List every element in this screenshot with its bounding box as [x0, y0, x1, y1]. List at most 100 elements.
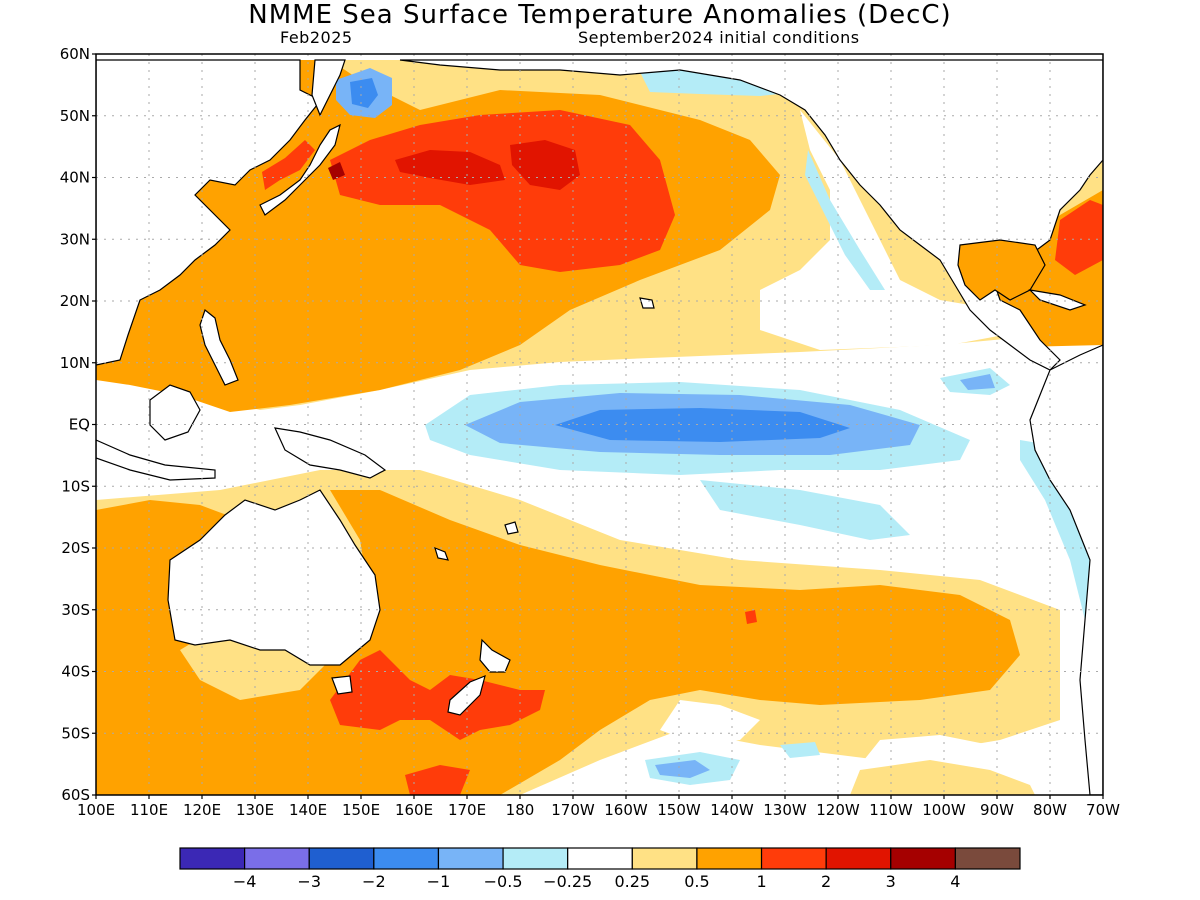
colorbar-swatch: [567, 847, 633, 870]
anomaly-region: [330, 110, 675, 272]
anomaly-region: [510, 140, 580, 190]
anomaly-region: [960, 374, 995, 390]
lat-tick-label: 30N: [60, 230, 90, 248]
colorbar-label: −3: [297, 872, 321, 891]
anomaly-region: [262, 140, 315, 190]
lon-tick-label: 100W: [922, 801, 966, 819]
lon-tick-label: 170W: [551, 801, 595, 819]
colorbar-labels: −4 −3 −2 −1 −0.5 −0.25 0.25 0.5 1 2 3 4: [233, 872, 961, 891]
lat-tick-label: 10N: [60, 354, 90, 372]
initial-conditions: September2024 initial conditions: [578, 28, 860, 47]
anomaly-region: [350, 78, 378, 108]
island-java: [96, 439, 216, 481]
colorbar-swatch: [502, 847, 569, 870]
anomaly-region: [96, 490, 1020, 795]
anomaly-region: [760, 110, 1030, 350]
lon-tick-label: 90W: [980, 801, 1014, 819]
anomaly-region: [330, 650, 545, 740]
colorbar-swatch: [631, 847, 698, 870]
island-new-caledonia: [434, 546, 449, 561]
lat-tick-label: EQ: [69, 416, 90, 434]
graticule: [96, 54, 1103, 795]
colorbar-label: 2: [821, 872, 831, 891]
colorbar-label: −4: [233, 872, 257, 891]
lat-tick-label: 60S: [61, 786, 90, 804]
lon-tick-label: 170E: [448, 801, 486, 819]
continent-south-america: [1029, 344, 1103, 795]
lon-tick-label: 100E: [77, 801, 115, 819]
lat-tick-label: 50S: [61, 724, 90, 742]
colorbar-swatch: [308, 847, 375, 870]
lat-tick-label: 20N: [60, 292, 90, 310]
island-fiji: [504, 521, 519, 535]
peninsula-kamchatka: [311, 59, 346, 117]
island-new-guinea: [273, 427, 387, 479]
lon-tick-label: 80W: [1033, 801, 1067, 819]
map-title: NMME Sea Surface Temperature Anomalies (…: [248, 0, 952, 30]
lat-tick-label: 10S: [61, 477, 90, 495]
continent-north-america: [399, 59, 1103, 371]
lon-tick-label: 130W: [763, 801, 807, 819]
colorbar-swatch: [437, 847, 504, 870]
lon-tick-label: 70W: [1086, 801, 1120, 819]
colorbar-label: 3: [886, 872, 896, 891]
anomaly-region: [395, 150, 505, 185]
lon-tick-label: 150E: [342, 801, 380, 819]
axis-ticks: [92, 53, 1104, 799]
lon-tick-label: 110E: [130, 801, 168, 819]
anomaly-region: [850, 760, 1035, 795]
anomaly-region: [1020, 440, 1103, 620]
lat-tick-label: 20S: [61, 539, 90, 557]
colorbar-label: −1: [427, 872, 451, 891]
colorbar-swatch: [825, 847, 892, 870]
colorbar-swatch: [244, 847, 310, 870]
anomaly-region: [745, 610, 757, 624]
colorbar-label: 0.25: [614, 872, 650, 891]
latitude-axis: 60N 50N 40N 30N 20N 10N EQ 10S 20S 30S 40S 50S 60S: [60, 45, 90, 804]
island-hawaii: [639, 297, 655, 309]
anomaly-region: [405, 765, 470, 795]
anomaly-region: [780, 742, 820, 758]
lon-tick-label: 140E: [289, 801, 327, 819]
coastlines: [96, 59, 1103, 795]
lon-tick-label: 110W: [869, 801, 913, 819]
lon-tick-label: 150W: [657, 801, 701, 819]
colorbar: [179, 847, 1021, 870]
colorbar-label: 4: [950, 872, 960, 891]
lat-tick-label: 40S: [61, 663, 90, 681]
anomaly-region: [805, 150, 885, 290]
lon-tick-label: 120W: [816, 801, 860, 819]
lon-tick-label: 160E: [395, 801, 433, 819]
island-borneo: [149, 384, 201, 441]
lon-tick-label: 180: [506, 801, 535, 819]
colorbar-swatch: [760, 847, 827, 870]
forecast-month: Feb2025: [280, 28, 353, 47]
colorbar-label: −0.5: [484, 872, 523, 891]
colorbar-swatch: [373, 847, 440, 870]
island-cuba: [1028, 289, 1087, 311]
colorbar-swatch: [179, 847, 246, 870]
lon-tick-label: 120E: [183, 801, 221, 819]
lat-tick-label: 40N: [60, 169, 90, 187]
lat-tick-label: 50N: [60, 107, 90, 125]
anomaly-region: [655, 760, 710, 778]
lat-tick-label: 60N: [60, 45, 90, 63]
anomaly-region: [660, 700, 760, 745]
island-tasmania: [331, 675, 353, 695]
colorbar-label: −2: [362, 872, 386, 891]
colorbar-label: 0.5: [684, 872, 709, 891]
longitude-axis: 100E 110E 120E 130E 140E 150E 160E 170E 180 170W 1…: [77, 801, 1120, 819]
colorbar-label: 1: [756, 872, 766, 891]
anomaly-region: [700, 480, 910, 540]
anomaly-region: [555, 408, 850, 442]
colorbar-swatch: [696, 847, 763, 870]
lon-tick-label: 160W: [604, 801, 648, 819]
colorbar-label: −0.25: [543, 872, 592, 891]
lat-tick-label: 30S: [61, 601, 90, 619]
anomaly-region: [328, 162, 345, 180]
anomaly-region: [1055, 200, 1103, 275]
colorbar-swatch: [890, 847, 956, 870]
islands-japan: [259, 123, 341, 216]
colorbar-swatch: [954, 847, 1021, 870]
